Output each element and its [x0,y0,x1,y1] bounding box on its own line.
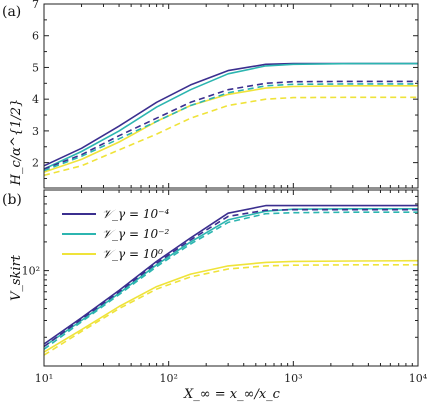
ylabel-a-text: H_c/α^{1/2} [9,99,24,187]
panel-a-series-dashed-3 [43,96,418,177]
panel-b-y-tick-label: 10² [22,265,40,278]
panel-a-frame [43,3,419,189]
legend-label-3: 𝒱_γ = 10⁰ [102,247,163,261]
ylabel-b-text: V_skirt [9,254,24,301]
panel-label-a: (a) [2,4,21,20]
panel-b-x-tick-label: 10² [159,372,177,385]
panel-a-series-dashed-1 [43,80,418,170]
panel-label-b: (b) [2,192,22,208]
panel-b-series-solid-2 [43,208,418,348]
panel-a-y-tick-label: 3 [32,125,39,138]
panel-a-y-tick-label: 5 [32,61,39,74]
panel-b-series-dashed-3 [43,263,418,356]
panel-b-x-tick-label: 10⁴ [409,372,428,385]
ylabel-a: H_c/α^{1/2} [9,99,24,187]
panel-a: 2 3 4 5 6 7 [32,0,419,188]
xlabel: X_∞ = x_∞/x_c [183,387,281,402]
panel-b-series-solid-3 [43,259,419,353]
panel-a-series-solid-2 [43,62,418,170]
legend-label-2: 𝒱_γ = 10⁻² [102,227,169,241]
panel-b-x-tick-label: 10¹ [35,372,53,385]
panel-b-frame [43,189,419,367]
panel-a-y-tick-label: 2 [32,157,39,170]
panel-a-series-dashed-2 [43,83,418,172]
panel-b-series-solid-1 [43,204,418,345]
panel-b: 10¹ 10² 10³ 10⁴ 10² [22,189,428,385]
panel-b-series-dashed-2 [43,211,418,350]
panel-b-series-dashed-1 [43,208,418,348]
panel-b-x-tick-label: 10³ [284,372,302,385]
panel-a-series-solid-3 [43,85,418,173]
panel-a-y-tick-label: 4 [32,93,39,106]
ylabel-b: V_skirt [9,254,24,301]
legend: 𝒱_γ = 10⁻⁴ 𝒱_γ = 10⁻² 𝒱_γ = 10⁰ [62,207,169,261]
panel-a-y-tick-label: 7 [32,0,39,11]
panel-a-y-tick-label: 6 [32,30,39,43]
legend-label-1: 𝒱_γ = 10⁻⁴ [102,207,169,221]
